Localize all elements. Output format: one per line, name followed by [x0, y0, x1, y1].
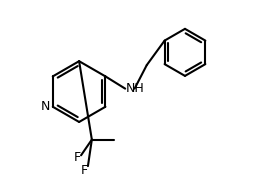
Text: N: N — [41, 100, 50, 113]
Text: NH: NH — [126, 82, 145, 95]
Text: F: F — [74, 151, 81, 164]
Text: F: F — [80, 163, 88, 176]
